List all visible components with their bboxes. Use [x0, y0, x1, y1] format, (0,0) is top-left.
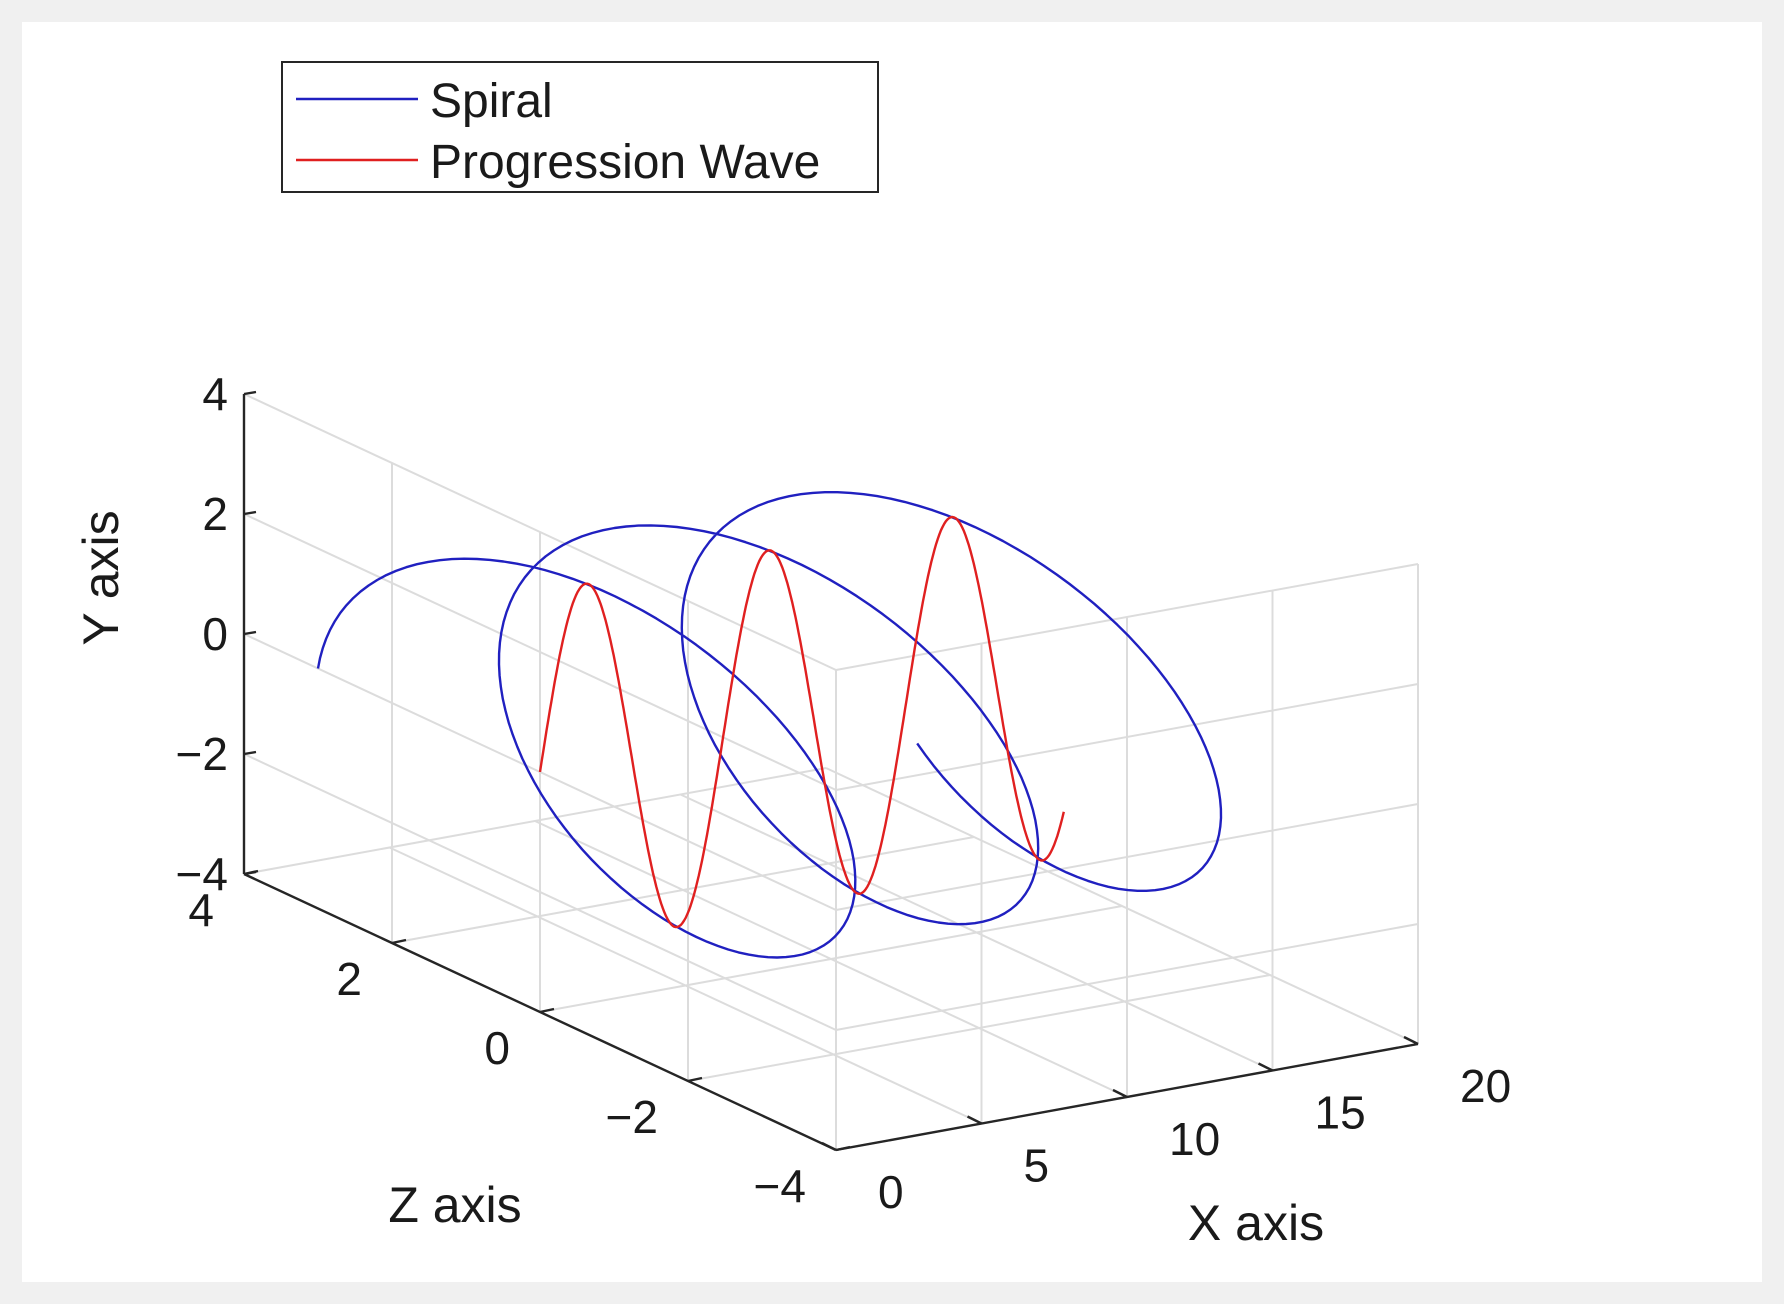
- z-axis-label: Z axis: [388, 1177, 521, 1233]
- x-tick: [1403, 1035, 1419, 1046]
- legend[interactable]: Spiral Progression Wave: [281, 61, 879, 193]
- grid-lines: [243, 393, 1419, 1151]
- z-tick: [835, 1145, 851, 1152]
- legend-label-progression-wave[interactable]: Progression Wave: [430, 136, 820, 189]
- x-tick: [1112, 1088, 1128, 1099]
- y-tick-label: 0: [202, 608, 228, 660]
- z-tick: [243, 869, 259, 876]
- z-tick: [391, 938, 407, 945]
- z-tick-label: 0: [484, 1022, 510, 1074]
- x-tick: [966, 1115, 983, 1125]
- x-tick-label: 5: [1024, 1140, 1050, 1192]
- z-tick-label: 4: [188, 884, 214, 936]
- z-tick: [687, 1076, 703, 1083]
- y-tick: [243, 630, 257, 636]
- y-tick-label: 4: [202, 368, 228, 420]
- z-tick-label: −4: [754, 1160, 806, 1212]
- y-tick: [243, 750, 257, 756]
- z-tick: [539, 1007, 555, 1014]
- y-tick: [243, 390, 257, 396]
- y-tick: [243, 510, 257, 516]
- z-tick-label: −2: [606, 1091, 658, 1143]
- x-tick-label: 0: [878, 1166, 904, 1218]
- x-tick: [1257, 1062, 1274, 1072]
- y-tick-label: −2: [176, 728, 228, 780]
- legend-box: [281, 61, 879, 193]
- x-tick-label: 15: [1315, 1087, 1366, 1139]
- legend-label-spiral[interactable]: Spiral: [430, 75, 553, 128]
- grid-line: [687, 974, 1271, 1082]
- tick-marks: [243, 390, 1419, 1152]
- series-line-progression-wave: [538, 515, 1065, 929]
- x-tick-label: 20: [1460, 1060, 1511, 1112]
- z-tick-label: 2: [336, 953, 362, 1005]
- series-layer: [316, 491, 1223, 959]
- grid-line: [391, 836, 975, 944]
- x-tick: [821, 1141, 837, 1152]
- x-tick-label: 10: [1169, 1113, 1220, 1165]
- y-axis-label: Y axis: [73, 510, 129, 645]
- y-tick-label: −4: [176, 848, 228, 900]
- x-axis-label: X axis: [1188, 1195, 1324, 1251]
- grid-line: [243, 767, 827, 875]
- series-line-spiral: [316, 491, 1223, 959]
- y-tick-label: 2: [202, 488, 228, 540]
- grid-line: [539, 905, 1123, 1013]
